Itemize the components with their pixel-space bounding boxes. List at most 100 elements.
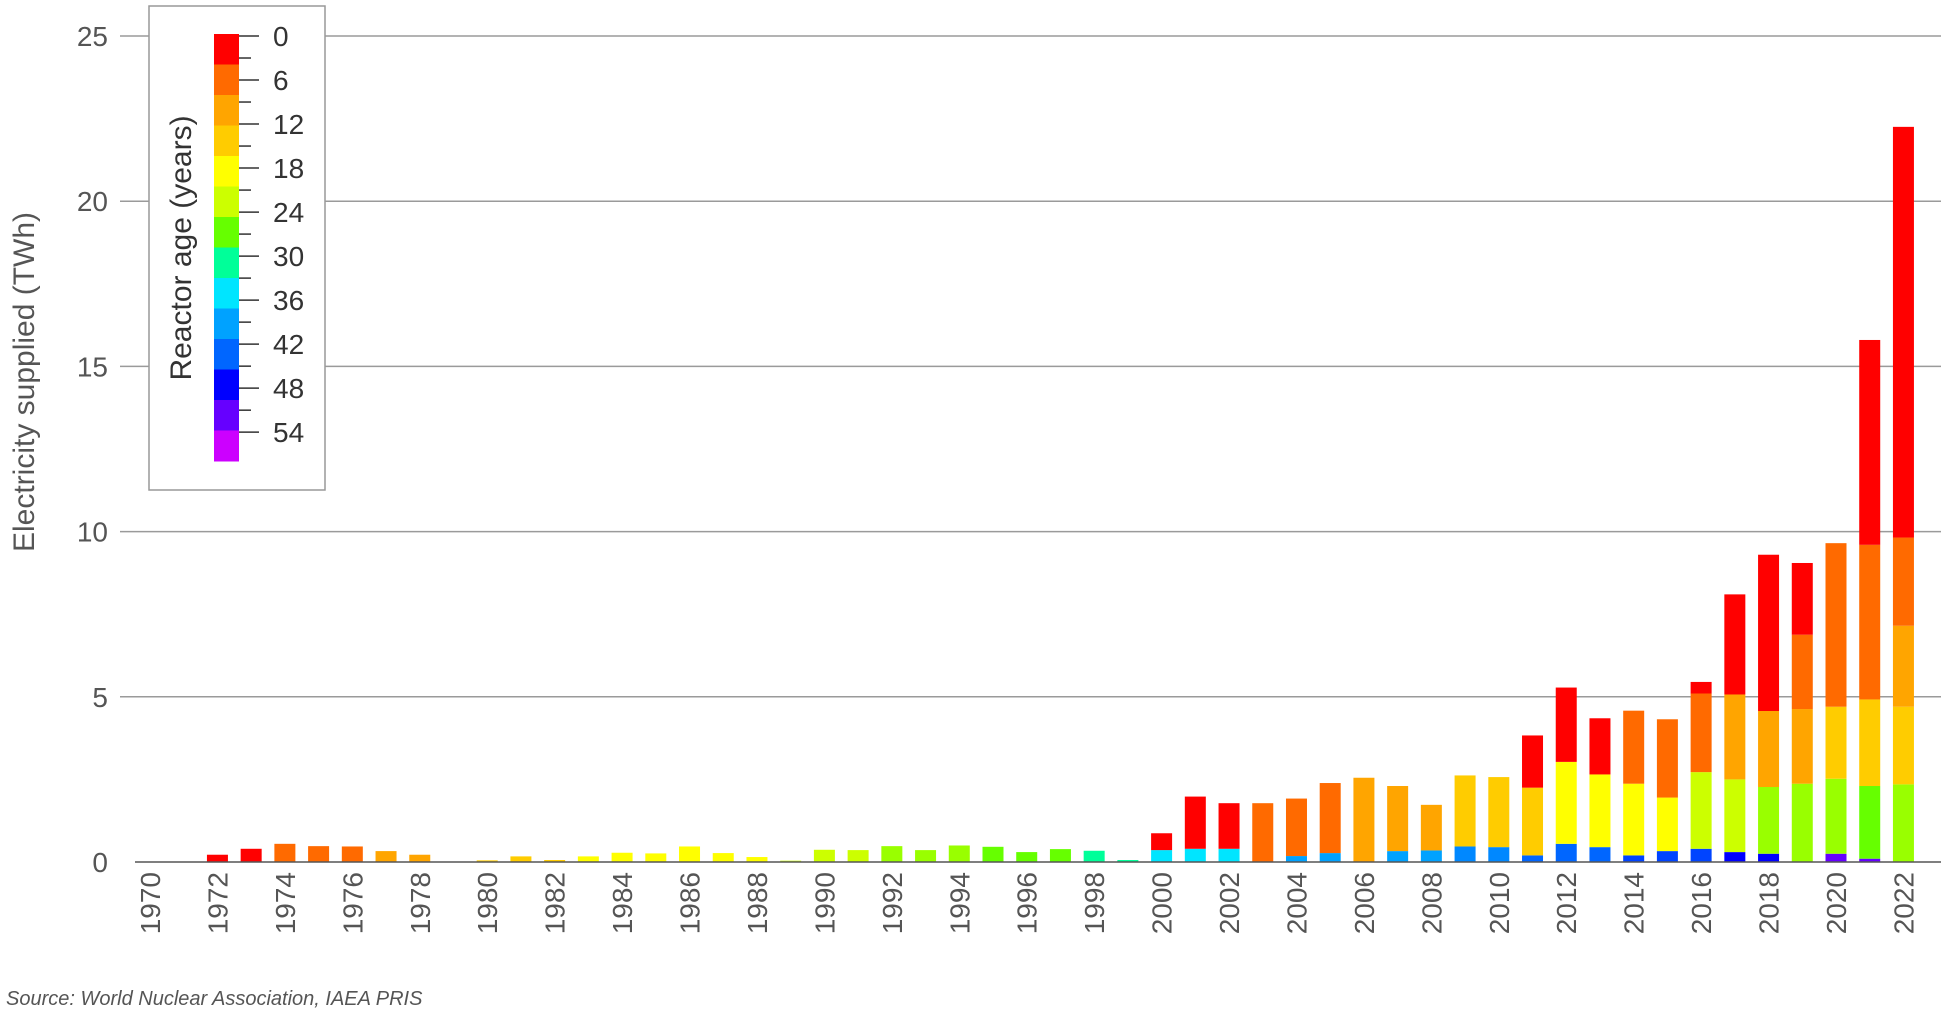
x-tick-label: 2018: [1754, 872, 1785, 934]
bar-segment: [645, 853, 667, 862]
bar-segment: [1522, 787, 1544, 856]
y-tick-label: 10: [77, 517, 108, 548]
bar-segment: [1184, 796, 1206, 849]
bar-segment: [1589, 774, 1611, 848]
bar-segment: [476, 860, 498, 862]
bar-segment: [1049, 849, 1071, 862]
colorbar-segment: [214, 95, 239, 126]
bar-segment: [577, 856, 599, 862]
bar-segment: [1016, 852, 1038, 862]
colorbar-segment: [214, 278, 239, 309]
bar-segment: [1656, 797, 1678, 852]
bar-segment: [308, 846, 330, 862]
bar-segment: [1791, 783, 1813, 862]
colorbar-segment: [214, 430, 239, 462]
colorbar-segment: [214, 186, 239, 218]
bar-segment: [341, 846, 363, 862]
legend-ticks: 0 6 12 18 24 30 36 42 48 54: [239, 21, 304, 448]
colorbar-segment: [214, 369, 239, 401]
x-tick-labels: 1970 1972 1974 1976 1978 1980 1982 1984 1986 1988…: [135, 872, 1919, 934]
bar-segment: [1623, 710, 1645, 784]
bar-segment: [1151, 833, 1173, 851]
x-tick-label: 1980: [472, 872, 503, 934]
bar-segment: [1825, 778, 1847, 854]
x-tick-label: 2004: [1281, 872, 1312, 934]
x-tick-label: 2000: [1147, 872, 1178, 934]
bar-segment: [1285, 798, 1307, 857]
x-tick-label: 2002: [1214, 872, 1245, 934]
bar-segment: [1555, 761, 1577, 844]
colorbar-tick-label: 6: [273, 65, 289, 96]
bar-segment: [1589, 718, 1611, 775]
colorbar-segment: [214, 64, 239, 96]
bar-segment: [1892, 625, 1914, 707]
bar-segment: [1184, 848, 1206, 862]
bar-segment: [1420, 850, 1442, 862]
x-tick-label: 2016: [1686, 872, 1717, 934]
x-tick-label: 1978: [405, 872, 436, 934]
bar-segment: [1690, 693, 1712, 773]
colorbar-segment: [214, 400, 239, 431]
bar-segment: [1758, 711, 1780, 787]
bar-segment: [948, 845, 970, 862]
x-tick-label: 1992: [877, 872, 908, 934]
colorbar-tick-label: 36: [273, 285, 304, 316]
bar-segment: [1285, 856, 1307, 862]
gridlines: [120, 35, 1941, 698]
x-tick-label: 2014: [1619, 872, 1650, 934]
bar-segment: [1859, 858, 1881, 862]
bar-segment: [1522, 735, 1544, 788]
bar-segment: [1859, 699, 1881, 787]
bar-segment: [1758, 554, 1780, 712]
bar-segment: [1589, 847, 1611, 862]
x-tick-label: 2010: [1484, 872, 1515, 934]
colorbar-tick-label: 42: [273, 329, 304, 360]
bar-segment: [375, 851, 397, 862]
bar-segment: [1353, 777, 1375, 862]
x-tick-label: 1994: [944, 872, 975, 934]
colorbar-tick-label: 48: [273, 373, 304, 404]
y-tick-label: 5: [92, 682, 108, 713]
bar-segment: [1758, 853, 1780, 862]
bar-segment: [274, 843, 296, 862]
bar-segment: [746, 857, 768, 862]
bar-segment: [1892, 706, 1914, 785]
bar-segment: [1387, 786, 1409, 852]
x-tick-label: 2012: [1551, 872, 1582, 934]
bar-segment: [1083, 850, 1105, 862]
bar-segment: [409, 854, 431, 862]
colorbar-tick-label: 18: [273, 153, 304, 184]
colorbar-segment: [214, 247, 239, 279]
source-note: Source: World Nuclear Association, IAEA …: [6, 988, 423, 1010]
bar-segment: [1791, 709, 1813, 784]
bar-segment: [1656, 719, 1678, 798]
bar-segment: [1319, 853, 1341, 862]
bar-segment: [1758, 786, 1780, 854]
colorbar-segment: [214, 339, 239, 370]
bar-segment: [1724, 852, 1746, 862]
bar-segment: [1117, 860, 1139, 862]
legend-title: Reactor age (years): [165, 115, 198, 380]
x-tick-label: 1982: [540, 872, 571, 934]
x-tick-label: 1990: [809, 872, 840, 934]
colorbar-tick-label: 54: [273, 417, 304, 448]
bar-segment: [1488, 777, 1510, 848]
bar-segment: [544, 860, 566, 862]
bar-segment: [1623, 855, 1645, 862]
bar-segment: [813, 849, 835, 862]
bar-segment: [1791, 634, 1813, 710]
bar-segment: [1825, 853, 1847, 862]
colorbar-segment: [214, 156, 239, 187]
bar-segment: [881, 846, 903, 862]
bar-segment: [510, 856, 532, 862]
bar-segment: [1656, 851, 1678, 862]
x-tick-label: 1986: [675, 872, 706, 934]
bar-segment: [1454, 775, 1476, 847]
colorbar-segment: [214, 34, 239, 65]
bar-segment: [1319, 783, 1341, 854]
bar-segment: [712, 853, 734, 862]
bar-segment: [1892, 537, 1914, 626]
bar-segment: [1724, 779, 1746, 853]
bar-segment: [1522, 855, 1544, 862]
colorbar-tick-label: 12: [273, 109, 304, 140]
